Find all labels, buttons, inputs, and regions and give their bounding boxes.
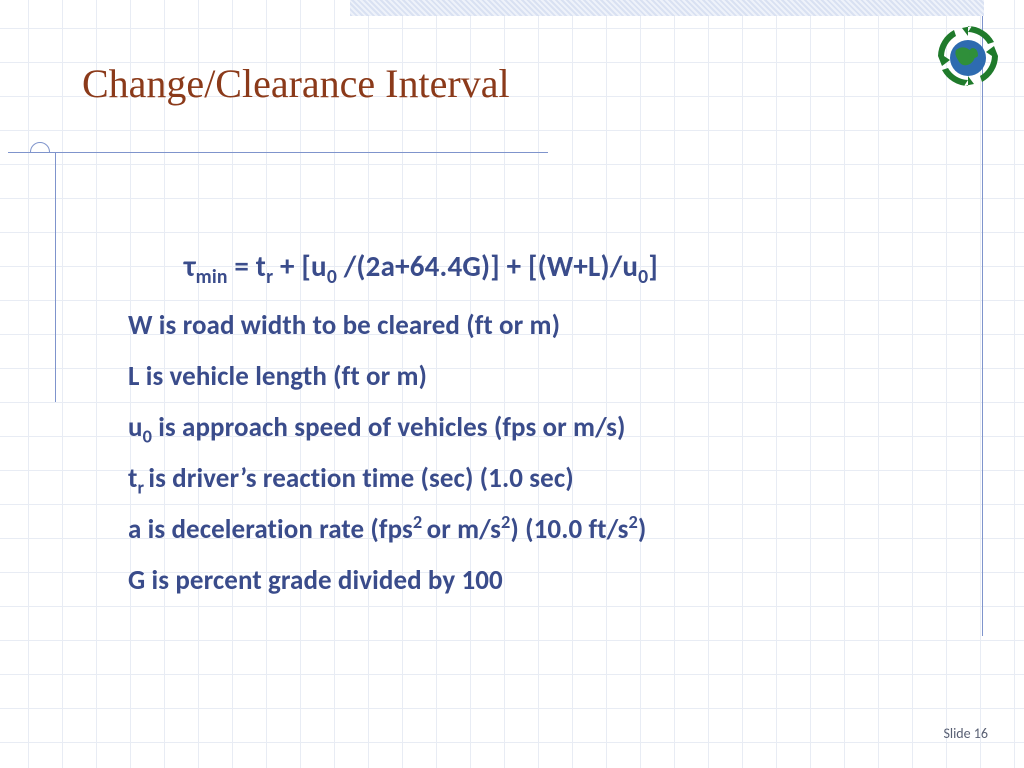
u0-def-sub: 0 [143,425,152,447]
formula-close: ] [648,248,658,284]
top-ribbon [350,0,984,16]
u0-post: is approach speed of vehicles (fps or m/… [152,411,625,444]
formula-eq: = t [228,248,266,284]
u0-pre: u [128,411,143,444]
recycle-globe-icon [932,20,1004,92]
a-pre: a is deceleration rate (fps [128,513,413,546]
tau-subscript: min [196,265,228,289]
a-mid2: ) (10.0 ft/s [510,513,628,546]
definition-g: G is percent grade divided by 100 [128,567,954,594]
definition-l: L is vehicle length (ft or m) [128,363,954,390]
formula-part2b: /(2a+64.4G)] + [(W+L)/u [337,248,638,284]
a-sup1: 2 [413,511,427,533]
slide-number: Slide 16 [943,725,988,742]
a-mid: or m/s [427,513,501,546]
content-block: τmin = tr + [u0 /(2a+64.4G)] + [(W+L)/u0… [128,248,954,618]
right-border-line [982,16,983,636]
definition-a: a is deceleration rate (fps2 or m/s2) (1… [128,516,954,543]
tr-def-sub: r [137,476,148,498]
slide-title: Change/Clearance Interval [82,60,510,107]
deco-horizontal-line [8,152,548,153]
definition-tr: tr is driver’s reaction time (sec) (1.0 … [128,465,954,492]
formula: τmin = tr + [u0 /(2a+64.4G)] + [(W+L)/u0… [128,248,954,284]
formula-part2a: + [u [273,248,327,284]
u0-subscript-2: 0 [638,265,648,289]
a-post: ) [638,513,647,546]
tau-symbol: τ [184,248,196,284]
definition-w: W is road width to be cleared (ft or m) [128,312,954,339]
a-sup3: 2 [628,511,637,533]
deco-vertical-line [55,152,56,402]
u0-subscript-1: 0 [327,265,337,289]
tr-post: is driver’s reaction time (sec) (1.0 sec… [148,462,573,495]
definition-u0: u0 is approach speed of vehicles (fps or… [128,414,954,441]
a-sup2: 2 [501,511,510,533]
